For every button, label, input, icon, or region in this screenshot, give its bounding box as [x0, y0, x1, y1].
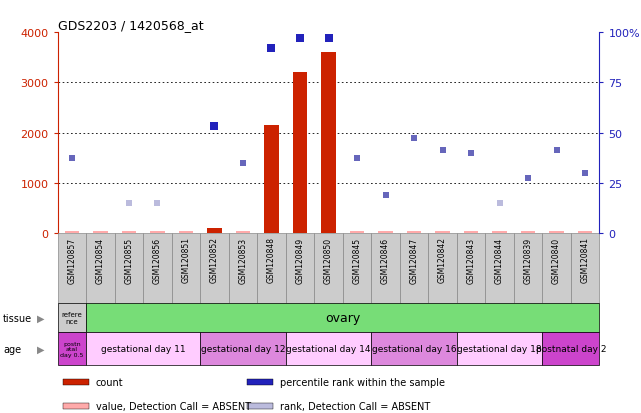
- Bar: [229, 233, 257, 304]
- Bar: [571, 233, 599, 304]
- Text: GDS2203 / 1420568_at: GDS2203 / 1420568_at: [58, 19, 203, 32]
- Text: GSM120842: GSM120842: [438, 237, 447, 283]
- Bar: [63, 379, 89, 385]
- Bar: [428, 233, 457, 304]
- Text: value, Detection Call = ABSENT: value, Detection Call = ABSENT: [96, 401, 251, 411]
- Bar: [86, 233, 115, 304]
- Text: postn
atal
day 0.5: postn atal day 0.5: [60, 341, 83, 357]
- Text: GSM120846: GSM120846: [381, 237, 390, 283]
- Bar: [207, 228, 222, 233]
- Bar: [58, 233, 86, 304]
- Bar: [464, 232, 478, 233]
- Bar: [236, 232, 250, 233]
- Bar: [200, 233, 229, 304]
- Bar: [65, 232, 79, 233]
- Bar: [58, 304, 86, 332]
- Text: GSM120856: GSM120856: [153, 237, 162, 283]
- Bar: [58, 332, 86, 366]
- Bar: [485, 233, 514, 304]
- Bar: [286, 233, 314, 304]
- Bar: [257, 233, 286, 304]
- Text: GSM120852: GSM120852: [210, 237, 219, 283]
- Text: GSM120845: GSM120845: [353, 237, 362, 283]
- Bar: [578, 232, 592, 233]
- Text: gestational day 18: gestational day 18: [457, 344, 542, 354]
- Bar: [521, 232, 535, 233]
- Bar: [492, 232, 506, 233]
- Bar: [371, 233, 400, 304]
- Text: tissue: tissue: [3, 313, 32, 323]
- Text: GSM120850: GSM120850: [324, 237, 333, 283]
- Bar: [407, 232, 421, 233]
- Bar: [264, 126, 279, 233]
- Text: gestational day 14: gestational day 14: [287, 344, 370, 354]
- Text: postnatal day 2: postnatal day 2: [536, 344, 606, 354]
- Text: GSM120853: GSM120853: [238, 237, 247, 283]
- Bar: [371, 332, 457, 366]
- Bar: [321, 53, 336, 233]
- Bar: [115, 233, 143, 304]
- Bar: [247, 379, 273, 385]
- Bar: [350, 232, 364, 233]
- Text: GSM120855: GSM120855: [124, 237, 133, 283]
- Bar: [122, 232, 136, 233]
- Text: GSM120843: GSM120843: [467, 237, 476, 283]
- Bar: [514, 233, 542, 304]
- Text: refere
nce: refere nce: [62, 311, 82, 325]
- Text: GSM120841: GSM120841: [581, 237, 590, 283]
- Text: GSM120849: GSM120849: [296, 237, 304, 283]
- Bar: [286, 332, 371, 366]
- Text: ▶: ▶: [37, 313, 44, 323]
- Bar: [143, 233, 172, 304]
- Text: ▶: ▶: [37, 344, 44, 354]
- Bar: [435, 232, 450, 233]
- Bar: [314, 233, 343, 304]
- Text: GSM120840: GSM120840: [552, 237, 561, 283]
- Bar: [457, 332, 542, 366]
- Bar: [400, 233, 428, 304]
- Bar: [549, 232, 563, 233]
- Bar: [172, 233, 200, 304]
- Bar: [200, 332, 286, 366]
- Bar: [247, 403, 273, 409]
- Text: age: age: [3, 344, 21, 354]
- Text: GSM120839: GSM120839: [524, 237, 533, 283]
- Bar: [542, 332, 599, 366]
- Text: gestational day 12: gestational day 12: [201, 344, 285, 354]
- Bar: [542, 233, 571, 304]
- Bar: [343, 233, 371, 304]
- Text: ovary: ovary: [325, 311, 360, 325]
- Bar: [63, 403, 89, 409]
- Bar: [151, 232, 165, 233]
- Text: GSM120848: GSM120848: [267, 237, 276, 283]
- Text: gestational day 16: gestational day 16: [372, 344, 456, 354]
- Text: GSM120851: GSM120851: [181, 237, 190, 283]
- Text: percentile rank within the sample: percentile rank within the sample: [279, 377, 445, 387]
- Text: GSM120847: GSM120847: [410, 237, 419, 283]
- Text: GSM120844: GSM120844: [495, 237, 504, 283]
- Text: gestational day 11: gestational day 11: [101, 344, 185, 354]
- Bar: [179, 232, 193, 233]
- Bar: [457, 233, 485, 304]
- Bar: [378, 232, 393, 233]
- Text: count: count: [96, 377, 123, 387]
- Bar: [94, 232, 108, 233]
- Text: GSM120857: GSM120857: [67, 237, 76, 283]
- Bar: [86, 332, 200, 366]
- Bar: [293, 73, 307, 233]
- Text: rank, Detection Call = ABSENT: rank, Detection Call = ABSENT: [279, 401, 430, 411]
- Text: GSM120854: GSM120854: [96, 237, 105, 283]
